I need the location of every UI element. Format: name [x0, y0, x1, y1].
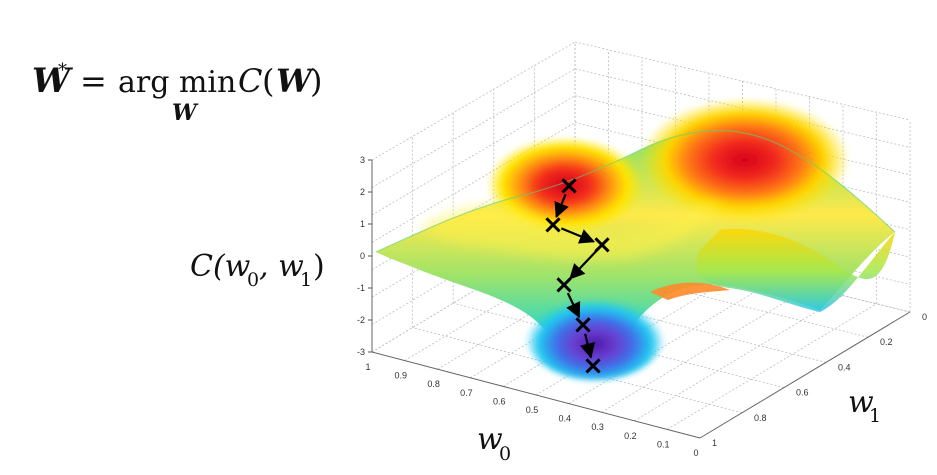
z-tick-label: -2: [357, 315, 365, 325]
surface-right-flank: [696, 229, 895, 312]
formula-arg: W: [276, 62, 315, 100]
descent-step-marker: ×: [582, 351, 604, 381]
descent-arrow: [554, 193, 569, 219]
x-axis-label: w 0: [477, 422, 511, 465]
y-tick-label: 0.6: [796, 388, 809, 398]
surface-rim: [375, 129, 896, 253]
z-axis-label: C(w 0 , w 1 ): [190, 249, 325, 291]
y-tick-label: 0.2: [880, 337, 893, 347]
x-tick-label: 0.3: [591, 422, 604, 432]
z-tick-label: 2: [360, 187, 365, 197]
formula-lhs-sup: *: [58, 60, 67, 81]
descent-step-marker: ×: [572, 310, 594, 340]
descent-arrow: [580, 333, 596, 359]
y-axis-label: w 1: [848, 385, 881, 427]
formula-equals: =: [80, 62, 107, 100]
formula-lhs: W: [32, 61, 73, 101]
z-tick-label: -3: [357, 347, 365, 357]
y-tick-label: 0: [922, 312, 927, 322]
y-tick-label: 0.4: [838, 362, 851, 372]
x-tick-label: 0: [693, 448, 698, 458]
cost-surface: [375, 98, 896, 380]
descent-path: × × × × × ×: [542, 171, 613, 381]
x-axis-ticks: 1 0.9 0.8 0.7 0.6 0.5 0.4 0.3 0.2 0.1 0: [365, 362, 698, 458]
surface-peak-left: [487, 137, 643, 233]
surface-crease: [650, 282, 730, 300]
descent-step-marker: ×: [553, 270, 575, 300]
z-axis-ticks: 3 2 1 0 -1 -2 -3: [357, 155, 372, 357]
y-tick-label: 1: [712, 438, 717, 448]
z-label-close: ): [313, 249, 325, 284]
formula-close: ): [310, 62, 322, 100]
z-tick-label: 0: [360, 251, 365, 261]
x-tick-label: 0.9: [395, 371, 408, 381]
descent-step-marker: ×: [558, 171, 580, 201]
x-tick-label: 0.7: [460, 388, 473, 398]
x-tick-label: 0.8: [427, 379, 440, 389]
z-tick-label: 3: [360, 155, 365, 165]
descent-step-marker: ×: [591, 230, 613, 260]
surface-valley: [525, 290, 665, 380]
z-label-sub1: 1: [300, 269, 312, 291]
x-label-main: w: [477, 422, 503, 457]
y-tick-label: 0.8: [754, 413, 767, 423]
surface-peak-right: [640, 98, 850, 222]
x-label-sub: 0: [499, 443, 511, 465]
z-label-main: C(w: [190, 249, 251, 284]
descent-arrow: [569, 250, 597, 280]
y-label-sub: 1: [869, 405, 881, 427]
descent-arrow: [560, 227, 596, 244]
formula-operator-sub: W: [172, 100, 199, 126]
y-axis-ticks: 0 0.2 0.4 0.6 0.8 1: [712, 312, 927, 448]
formula: W * = arg min W C ( W ): [32, 60, 322, 126]
surface-band: [420, 200, 720, 261]
descent-arrow: [566, 292, 581, 319]
x-tick-label: 0.6: [493, 396, 506, 406]
z-label-sub0: 0: [247, 269, 259, 291]
x-tick-label: 0.2: [624, 431, 637, 441]
formula-func: C: [238, 62, 262, 100]
y-label-main: w: [848, 385, 874, 420]
x-tick-label: 0.1: [657, 439, 670, 449]
formula-open: (: [262, 62, 274, 100]
x-tick-label: 1: [365, 362, 370, 372]
z-label-mid: , w: [259, 249, 304, 284]
z-tick-label: 1: [360, 219, 365, 229]
formula-operator: arg min: [118, 65, 236, 100]
z-tick-label: -1: [357, 283, 365, 293]
x-tick-label: 0.4: [559, 414, 572, 424]
x-tick-label: 0.5: [526, 405, 539, 415]
descent-step-marker: ×: [542, 210, 564, 240]
